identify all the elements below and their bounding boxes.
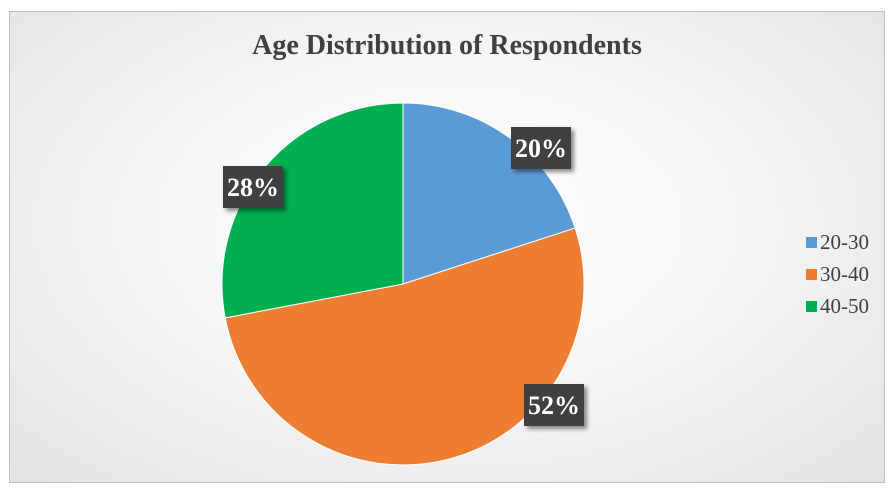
data-label-text: 20%	[515, 134, 567, 163]
data-label-text: 28%	[227, 173, 279, 202]
data-label-text: 52%	[528, 391, 580, 420]
legend-item-20-30: 20-30	[806, 226, 869, 258]
chart-legend: 20-30 30-40 40-50	[806, 226, 869, 322]
legend-label-20-30: 20-30	[820, 229, 869, 254]
pie-slice-40-50	[221, 102, 404, 319]
data-label-20-30: 20%	[511, 127, 571, 169]
legend-label-40-50: 40-50	[820, 293, 869, 318]
legend-swatch-20-30	[806, 236, 817, 248]
legend-label-30-40: 30-40	[820, 261, 869, 286]
data-label-box	[223, 166, 283, 208]
pie-slice-30-40	[224, 227, 585, 466]
legend-swatch-30-40	[806, 268, 817, 280]
legend-item-40-50: 40-50	[806, 290, 869, 322]
chart-title: Age Distribution of Respondents	[252, 30, 642, 61]
legend-item-30-40: 30-40	[806, 258, 869, 290]
data-label-box	[511, 127, 571, 169]
pie-slice-20-30	[402, 102, 576, 285]
data-label-40-50: 28%	[223, 166, 283, 208]
data-label-box	[524, 384, 584, 426]
data-label-30-40: 52%	[524, 384, 584, 426]
legend-swatch-40-50	[806, 300, 817, 312]
